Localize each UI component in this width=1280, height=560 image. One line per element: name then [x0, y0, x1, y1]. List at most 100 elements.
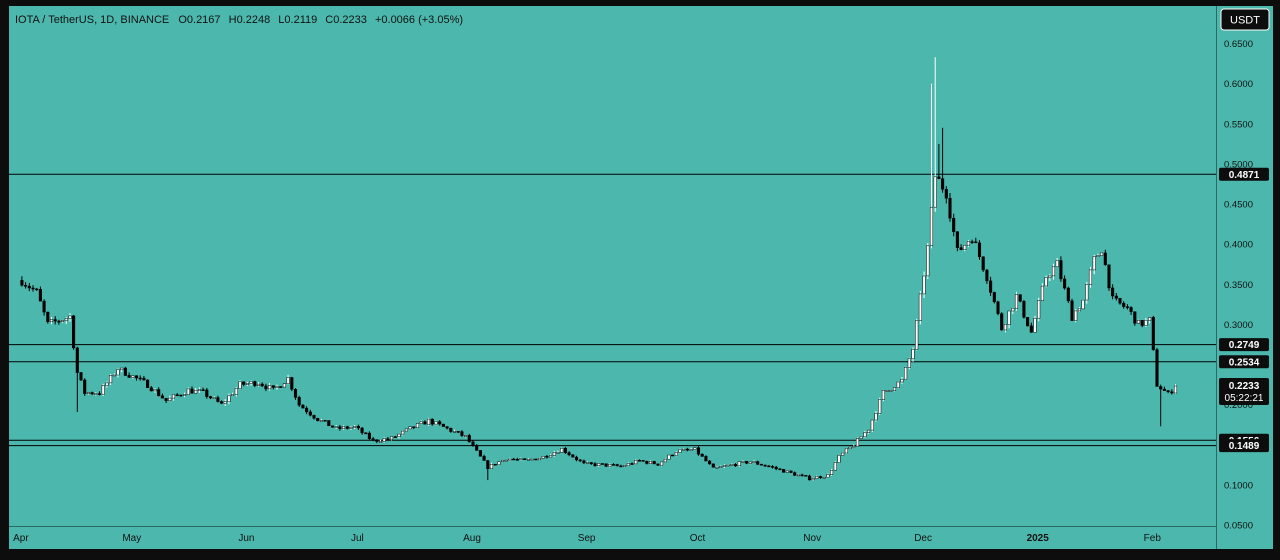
candle-body [626, 463, 630, 467]
last-price-badge-bg [1219, 378, 1269, 405]
last-price-value: 0.2233 [1229, 381, 1260, 392]
price-tick: 0.5000 [1224, 159, 1253, 170]
candle-body [682, 448, 686, 451]
candle-body [35, 288, 39, 291]
candle-body [1122, 303, 1126, 307]
candle-body [212, 397, 216, 399]
candle-body [20, 280, 24, 286]
candle-body [963, 244, 967, 250]
candle-body [245, 383, 249, 385]
time-tick: Jun [238, 533, 254, 544]
candle-body [589, 462, 593, 464]
candle-body [208, 396, 213, 399]
candle-body [767, 465, 771, 468]
candle-body [726, 464, 730, 467]
candle-body [1003, 324, 1007, 331]
candle-body [83, 379, 87, 394]
candle-body [194, 390, 198, 394]
candle-body [1040, 285, 1044, 301]
candle-body [1026, 317, 1030, 327]
price-tick: 0.5500 [1224, 119, 1253, 130]
candle-body [1103, 252, 1107, 266]
candle-body [989, 280, 993, 293]
candle-body [378, 441, 383, 443]
candle-body [183, 394, 187, 396]
candle-body [482, 455, 486, 461]
candle-body [770, 466, 775, 468]
candle-body [793, 472, 797, 476]
candle-body [271, 385, 275, 388]
candle-body [922, 275, 926, 295]
candle-body [674, 452, 678, 456]
candle-body [863, 432, 867, 438]
currency-label[interactable]: USDT [1230, 15, 1260, 27]
candle-body [42, 300, 46, 313]
candles [20, 57, 1178, 481]
candle-body [197, 389, 201, 391]
candle-body [242, 381, 246, 385]
candle-body [86, 392, 90, 394]
candle-body [722, 465, 726, 467]
candle-body [719, 466, 723, 468]
candle-body [227, 395, 231, 402]
candle-body [1014, 294, 1019, 309]
candle-body [75, 347, 79, 373]
candle-body [471, 441, 475, 446]
candle-body [301, 404, 305, 409]
candle-body [1081, 299, 1085, 310]
candle-body [637, 460, 641, 462]
currency-button-bg[interactable] [1220, 8, 1270, 31]
candle-body [131, 375, 135, 378]
candle-body [630, 463, 634, 465]
candle-body [49, 319, 54, 323]
candle-body [619, 465, 623, 468]
candle-body [663, 458, 667, 463]
candle-body [815, 476, 819, 479]
candle-body [445, 426, 449, 429]
level-badge-label: 0.2749 [1229, 340, 1260, 351]
candle-body [90, 392, 94, 395]
candle-body [123, 367, 127, 376]
candle-body [804, 475, 808, 477]
candle-body [382, 438, 386, 442]
candle-body [597, 463, 601, 466]
candle-body [600, 463, 604, 465]
candle-body [1074, 310, 1078, 321]
candle-body [1029, 325, 1033, 333]
time-tick: Oct [690, 533, 706, 544]
candle-body [97, 393, 102, 395]
candle-body [493, 463, 497, 466]
price-tick: 0.3500 [1224, 280, 1253, 291]
symbol-label: IOTA / TetherUS, 1D, BINANCE [15, 14, 169, 26]
candle-body [1111, 287, 1115, 297]
candle-body [205, 389, 209, 397]
candle-body [1033, 318, 1037, 333]
candle-body [64, 318, 68, 321]
candle-body [841, 452, 845, 456]
candle-body [1140, 320, 1144, 326]
open-label: O [178, 14, 187, 26]
candle-body [578, 459, 582, 462]
candle-body [730, 464, 734, 466]
candle-body [774, 466, 778, 470]
currency-button[interactable]: USDT [1220, 8, 1270, 31]
candle-body [1000, 313, 1004, 331]
time-tick: Jul [351, 533, 364, 544]
candle-body [567, 452, 571, 456]
candle-body [541, 456, 545, 459]
candle-body [175, 394, 179, 397]
time-tick: 2025 [1027, 533, 1050, 544]
time-tick: Feb [1144, 533, 1162, 544]
candle-body [885, 390, 889, 392]
candle-body [275, 386, 279, 388]
level-badge [1219, 338, 1269, 352]
candle-body [855, 438, 860, 447]
candle-body [467, 435, 471, 443]
candle-body [260, 383, 264, 387]
candle-body [512, 458, 516, 461]
candle-body [367, 432, 371, 439]
bottom-frame [0, 549, 1280, 560]
candle-body [1092, 256, 1096, 271]
candle-body [219, 401, 224, 404]
candle-body [149, 387, 153, 392]
